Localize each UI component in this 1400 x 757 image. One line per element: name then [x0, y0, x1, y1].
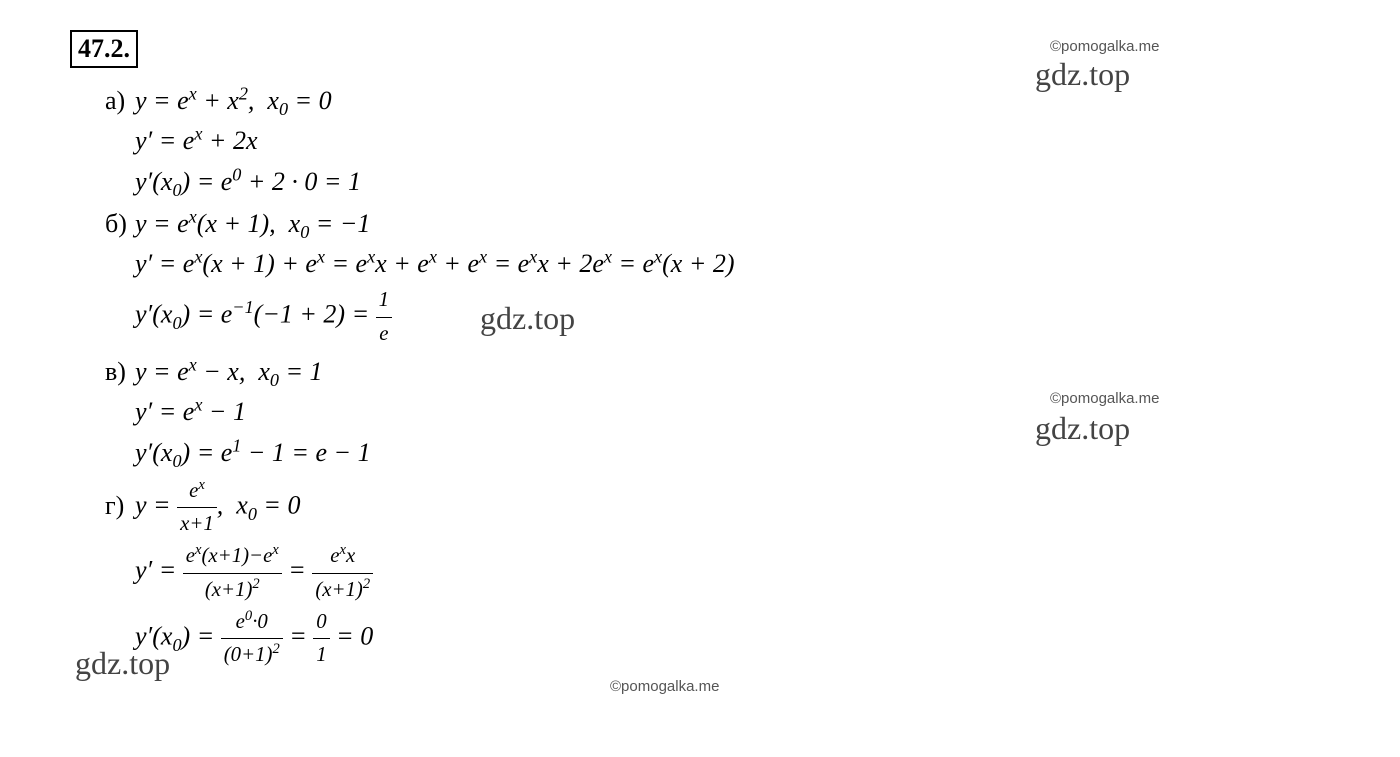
part-b: б) y = ex(x + 1), x0 = −1 y′ = ex(x + 1)…: [105, 204, 1330, 350]
watermark-gdz-2: gdz.top: [480, 300, 575, 337]
part-d-line2: y′ = ex(x+1)−ex(x+1)2 = exx(x+1)2: [135, 540, 1330, 605]
part-c-line1: y = ex − x, x0 = 1: [135, 352, 1330, 392]
part-a-line1: y = ex + x2, x0 = 0: [135, 81, 1330, 121]
part-c: в) y = ex − x, x0 = 1 y′ = ex − 1 y′(x0)…: [105, 352, 1330, 473]
part-d-label: г): [105, 491, 135, 521]
part-b-line2: y′ = ex(x + 1) + ex = exx + ex + ex = ex…: [135, 244, 1330, 284]
part-a-label: а): [105, 86, 135, 116]
content-area: а) y = ex + x2, x0 = 0 y′ = ex + 2x y′(x…: [105, 81, 1330, 671]
watermark-gdz-4: gdz.top: [75, 645, 170, 682]
part-b-line3: y′(x0) = e−1(−1 + 2) = 1e: [135, 284, 1330, 349]
part-c-line3: y′(x0) = e1 − 1 = e − 1: [135, 433, 1330, 473]
watermark-pomogalka-1: ©pomogalka.me: [1050, 38, 1159, 55]
watermark-pomogalka-2: ©pomogalka.me: [1050, 390, 1159, 407]
problem-number: 47.2.: [78, 34, 130, 63]
problem-number-box: 47.2.: [70, 30, 138, 68]
part-d-line3: y′(x0) = e0·0(0+1)2 = 01 = 0: [135, 606, 1330, 671]
part-c-label: в): [105, 357, 135, 387]
part-a-line3: y′(x0) = e0 + 2 · 0 = 1: [135, 162, 1330, 202]
part-d-line1: y = exx+1, x0 = 0: [135, 475, 1330, 540]
watermark-gdz-1: gdz.top: [1035, 56, 1130, 93]
part-b-line1: y = ex(x + 1), x0 = −1: [135, 204, 1330, 244]
part-a: а) y = ex + x2, x0 = 0 y′ = ex + 2x y′(x…: [105, 81, 1330, 202]
part-b-label: б): [105, 209, 135, 239]
part-d: г) y = exx+1, x0 = 0 y′ = ex(x+1)−ex(x+1…: [105, 475, 1330, 671]
watermark-gdz-3: gdz.top: [1035, 410, 1130, 447]
part-a-line2: y′ = ex + 2x: [135, 121, 1330, 161]
watermark-pomogalka-3: ©pomogalka.me: [610, 678, 719, 695]
